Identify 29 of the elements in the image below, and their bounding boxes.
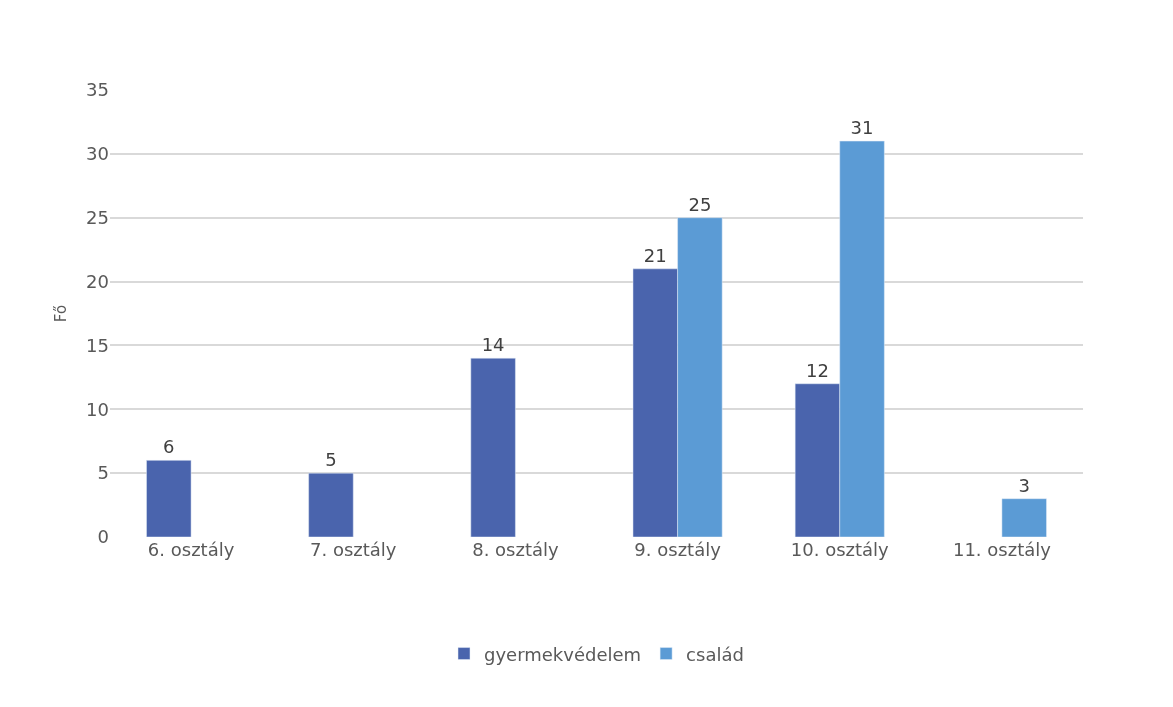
x-tick-label: 6. osztály	[147, 539, 235, 560]
x-tick-label: 8. osztály	[472, 539, 559, 560]
y-tick-label: 35	[86, 79, 109, 101]
data-label: 5	[325, 449, 337, 471]
data-label: 25	[688, 193, 712, 215]
x-tick-label: 9. osztály	[634, 539, 722, 560]
y-tick-label: 25	[86, 207, 109, 229]
bar	[146, 460, 192, 537]
bar	[470, 357, 516, 537]
bar	[1001, 498, 1047, 537]
x-tick-label: 7. osztály	[310, 539, 397, 560]
x-tick-label: 10. osztály	[790, 539, 890, 560]
data-label: 6	[163, 436, 175, 458]
y-tick-label: 15	[86, 334, 109, 356]
legend-label: gyermekvédelem	[484, 643, 642, 665]
data-label: 14	[481, 334, 505, 356]
y-tick-label: 20	[86, 270, 109, 292]
x-tick-label: 11. osztály	[952, 539, 1052, 560]
data-label: 31	[850, 117, 874, 139]
y-tick-label: 10	[86, 398, 109, 420]
data-label: 3	[1018, 474, 1030, 496]
y-tick-label: 5	[97, 462, 109, 484]
data-label: 12	[806, 359, 829, 381]
y-tick-label: 0	[97, 526, 109, 548]
bar	[308, 472, 354, 537]
data-label: 21	[643, 244, 667, 266]
legend-label: család	[686, 643, 744, 665]
y-tick-label: 30	[86, 143, 109, 165]
y-axis-title: Fő	[52, 304, 71, 323]
